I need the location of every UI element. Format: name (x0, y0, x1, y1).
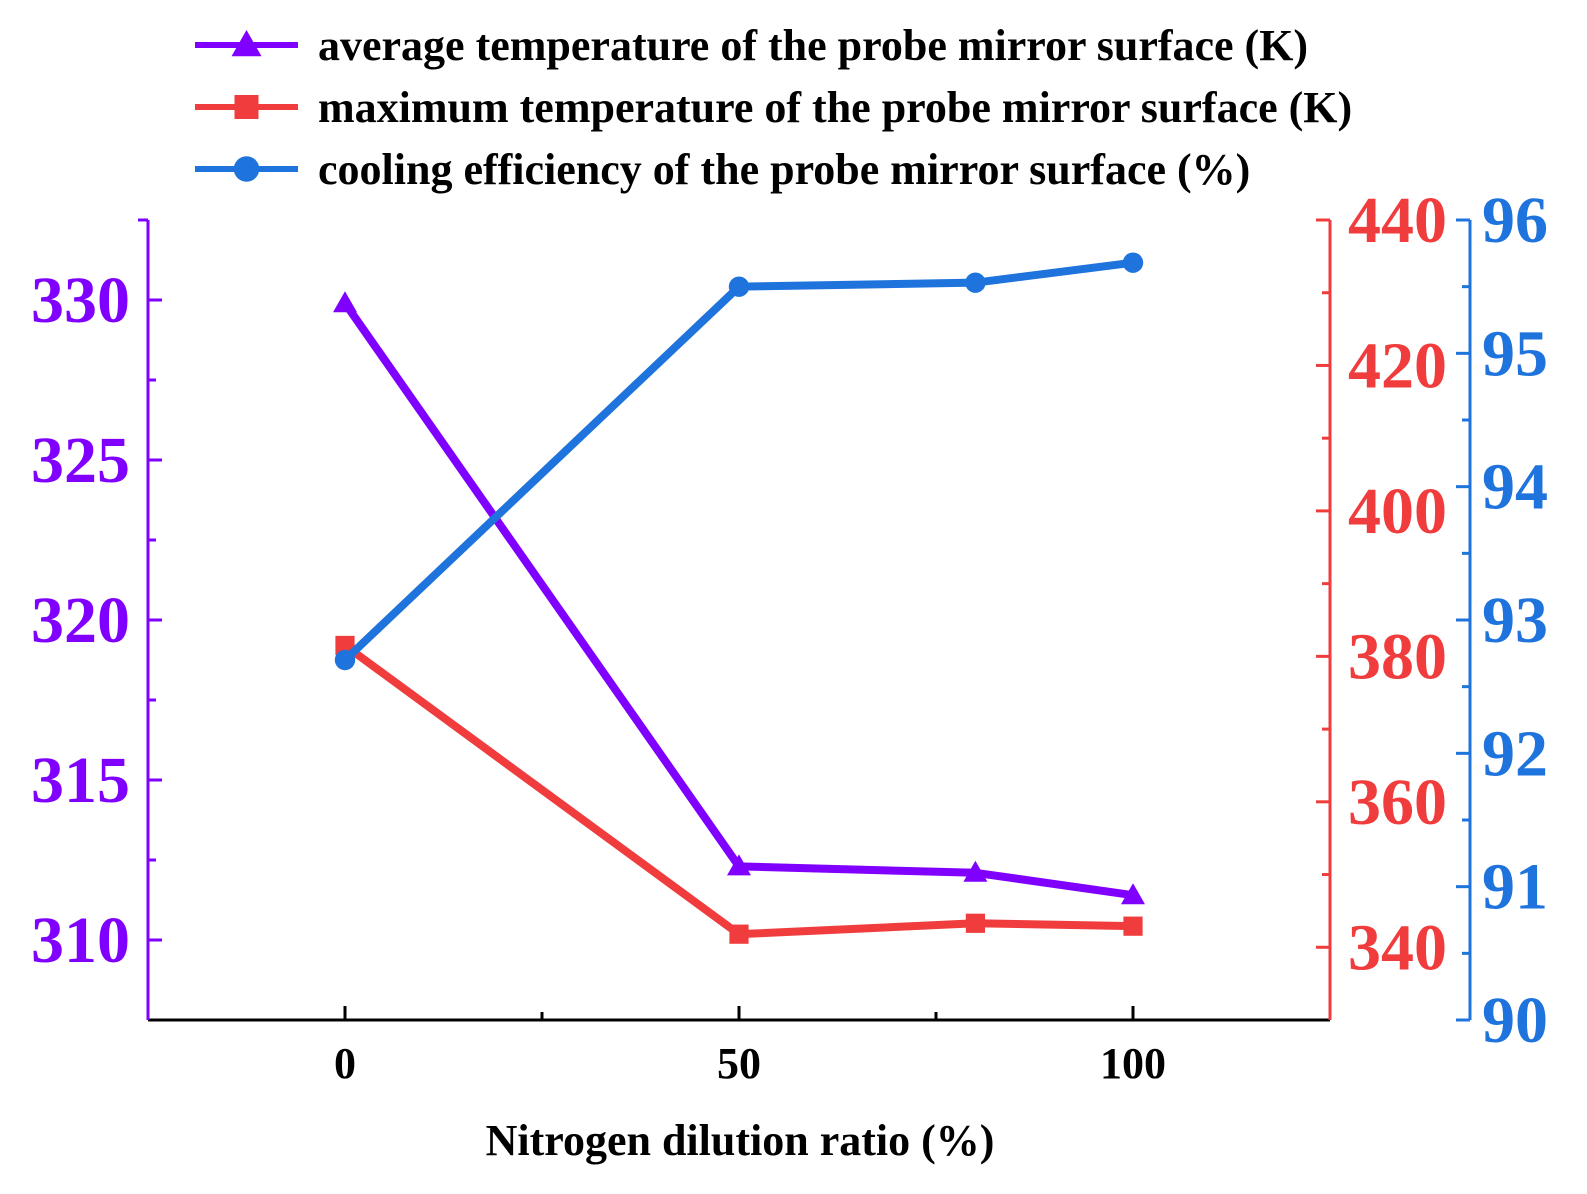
cooling-efficiency-point (334, 649, 356, 671)
x-tick-label: 0 (334, 1039, 356, 1088)
right-outer-y-tick-label: 96 (1482, 184, 1548, 257)
right-inner-y-tick-label: 400 (1348, 475, 1447, 548)
right-outer-y-tick-label: 91 (1482, 851, 1548, 924)
left-y-tick-label: 330 (31, 264, 130, 337)
average-temperature-point (963, 860, 988, 882)
right-outer-y-tick-label: 95 (1482, 317, 1548, 390)
left-y-tick-label: 315 (31, 744, 130, 817)
x-axis-label: Nitrogen dilution ratio (%) (486, 1116, 995, 1165)
axes: 0 50 100 310 315 320 325 330 340 360 380 400 420 440 9… (31, 184, 1548, 1088)
left-y-tick-label: 320 (31, 584, 130, 657)
legend: average temperature of the probe mirror … (195, 21, 1352, 194)
left-y-tick-label: 310 (31, 904, 130, 977)
legend-label: average temperature of the probe mirror … (318, 21, 1308, 70)
maximum-temperature-point (1123, 916, 1143, 936)
plot-area (333, 252, 1145, 944)
left-y-tick-label: 325 (31, 424, 130, 497)
average-temperature-point (1121, 883, 1145, 905)
right-outer-y-tick-label: 93 (1482, 584, 1548, 657)
maximum-temperature-point (729, 924, 749, 944)
cooling-efficiency-point (728, 276, 750, 297)
right-outer-y-tick-label: 90 (1482, 984, 1548, 1057)
maximum-temperature-point (965, 913, 985, 933)
average-temperature-point (333, 291, 357, 313)
legend-label: cooling efficiency of the probe mirror s… (318, 145, 1250, 194)
cooling-efficiency-line (341, 258, 1137, 664)
legend-marker (233, 156, 260, 182)
right-inner-y-tick-label: 440 (1348, 184, 1447, 257)
right-inner-y-tick-label: 360 (1348, 766, 1447, 839)
right-outer-y-tick-label: 92 (1482, 717, 1548, 790)
maximum-temperature-line (341, 641, 1137, 939)
right-inner-y-tick-label: 380 (1348, 620, 1447, 693)
cooling-efficiency-point (965, 272, 986, 293)
x-tick-label: 100 (1100, 1039, 1166, 1088)
right-outer-y-tick-label: 94 (1482, 451, 1548, 524)
average-temperature-line (341, 299, 1137, 900)
average-temperature-point (727, 854, 751, 876)
legend-marker (234, 95, 259, 119)
cooling-efficiency-point (1122, 252, 1144, 273)
right-inner-y-tick-label: 340 (1348, 911, 1447, 984)
right-inner-y-tick-label: 420 (1348, 329, 1447, 402)
x-tick-label: 50 (717, 1039, 761, 1088)
legend-label: maximum temperature of the probe mirror … (318, 83, 1352, 132)
legend-marker (231, 30, 262, 57)
